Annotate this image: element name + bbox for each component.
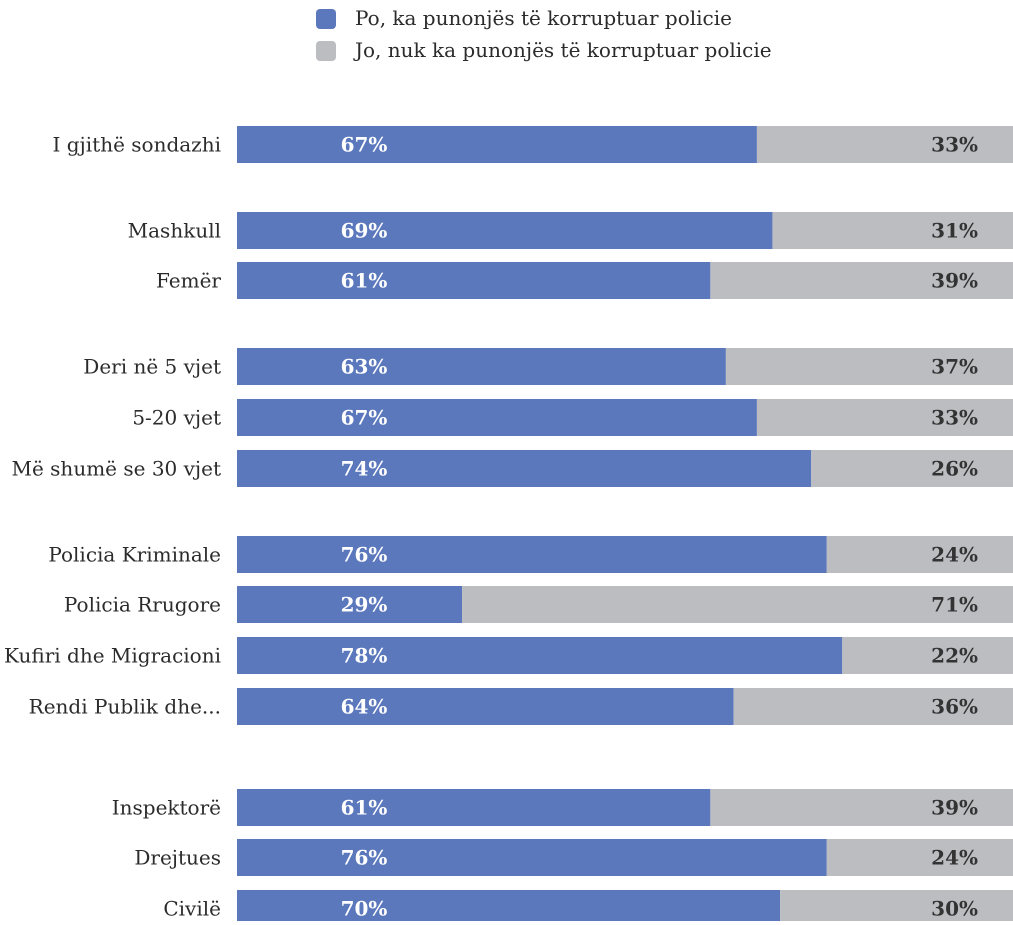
value-label-no-femer: 39% [931, 269, 978, 293]
bar-yes-policia-kriminale [237, 536, 827, 573]
bar-no-inspektore [710, 789, 1013, 826]
value-label-yes-i-gjithe-sondazhi: 67% [341, 133, 388, 157]
bar-no-deri-ne-5-vjet [725, 348, 1013, 385]
value-label-yes-inspektore: 61% [341, 796, 388, 820]
bar-yes-civile [237, 890, 781, 925]
category-label-me-shume-se-30-vjet: Më shumë se 30 vjet [12, 457, 222, 481]
bar-yes-rendi-publik-dhe [237, 688, 734, 725]
category-label-civile: Civilë [163, 897, 221, 921]
value-label-no-i-gjithe-sondazhi: 33% [931, 133, 978, 157]
value-label-no-mashkull: 31% [931, 219, 978, 243]
value-label-no-kufiri-dhe-migracioni: 22% [931, 644, 978, 668]
bar-yes-policia-rrugore [237, 586, 463, 623]
value-label-no-deri-ne-5-vjet: 37% [931, 355, 978, 379]
legend-label-no: Jo, nuk ka punonjës të korruptuar polici… [353, 38, 772, 62]
value-label-yes-civile: 70% [341, 897, 388, 921]
bar-yes-kufiri-dhe-migracioni [237, 637, 843, 674]
category-label-femer: Femër [156, 269, 221, 293]
value-label-no-inspektore: 39% [931, 796, 978, 820]
bar-no-femer [710, 262, 1013, 299]
legend-swatch-yes [316, 9, 336, 29]
bar-yes-mashkull [237, 212, 773, 249]
legend-label-yes: Po, ka punonjës të korruptuar policie [355, 6, 732, 30]
value-labels: 67% 33% 69% 31% 61% 39% 63% 37% 67% 33% 74% 26% 76% 2… [341, 133, 978, 921]
value-label-yes-5-20-vjet: 67% [341, 406, 388, 430]
bar-yes-inspektore [237, 789, 711, 826]
value-label-yes-femer: 61% [341, 269, 388, 293]
value-label-no-policia-kriminale: 24% [931, 543, 978, 567]
category-label-deri-ne-5-vjet: Deri në 5 vjet [83, 355, 221, 379]
legend: Po, ka punonjës të korruptuar policie Jo,… [316, 6, 772, 62]
bar-no-rendi-publik-dhe [733, 688, 1013, 725]
bar-no-drejtues [826, 839, 1013, 876]
value-label-yes-policia-rrugore: 29% [341, 593, 388, 617]
value-label-yes-kufiri-dhe-migracioni: 78% [341, 644, 388, 668]
value-label-yes-mashkull: 69% [341, 219, 388, 243]
category-labels: I gjithë sondazhi Mashkull Femër Deri në 5 … [4, 133, 221, 921]
bar-no-policia-rrugore [462, 586, 1013, 623]
bar-yes-deri-ne-5-vjet [237, 348, 726, 385]
bar-yes-me-shume-se-30-vjet [237, 450, 812, 487]
category-label-policia-kriminale: Policia Kriminale [48, 543, 221, 567]
bar-yes-i-gjithe-sondazhi [237, 126, 757, 163]
category-label-mashkull: Mashkull [128, 219, 221, 243]
value-label-no-5-20-vjet: 33% [931, 406, 978, 430]
bar-yes-5-20-vjet [237, 399, 757, 436]
bars-group [237, 126, 1013, 925]
bar-no-policia-kriminale [826, 536, 1013, 573]
legend-swatch-no [316, 41, 336, 61]
bar-yes-drejtues [237, 839, 827, 876]
value-label-yes-policia-kriminale: 76% [341, 543, 388, 567]
value-label-no-policia-rrugore: 71% [931, 593, 978, 617]
bar-no-me-shume-se-30-vjet [811, 450, 1013, 487]
value-label-no-rendi-publik-dhe: 36% [931, 695, 978, 719]
category-label-drejtues: Drejtues [134, 846, 221, 870]
category-label-inspektore: Inspektorë [112, 796, 221, 820]
bar-no-5-20-vjet [756, 399, 1013, 436]
value-label-yes-deri-ne-5-vjet: 63% [341, 355, 388, 379]
category-label-kufiri-dhe-migracioni: Kufiri dhe Migracioni [4, 644, 221, 668]
value-label-yes-rendi-publik-dhe: 64% [341, 695, 388, 719]
category-label-policia-rrugore: Policia Rrugore [64, 593, 221, 617]
value-label-no-me-shume-se-30-vjet: 26% [931, 457, 978, 481]
bar-no-i-gjithe-sondazhi [756, 126, 1013, 163]
category-label-rendi-publik-dhe: Rendi Publik dhe... [29, 695, 221, 719]
value-label-yes-me-shume-se-30-vjet: 74% [341, 457, 388, 481]
category-label-i-gjithe-sondazhi: I gjithë sondazhi [53, 133, 222, 157]
bar-yes-femer [237, 262, 711, 299]
bar-no-civile [780, 890, 1013, 925]
bar-no-kufiri-dhe-migracioni [842, 637, 1013, 674]
value-label-no-drejtues: 24% [931, 846, 978, 870]
category-label-5-20-vjet: 5-20 vjet [132, 406, 221, 430]
bar-no-mashkull [772, 212, 1013, 249]
value-label-yes-drejtues: 76% [341, 846, 388, 870]
value-label-no-civile: 30% [931, 897, 978, 921]
